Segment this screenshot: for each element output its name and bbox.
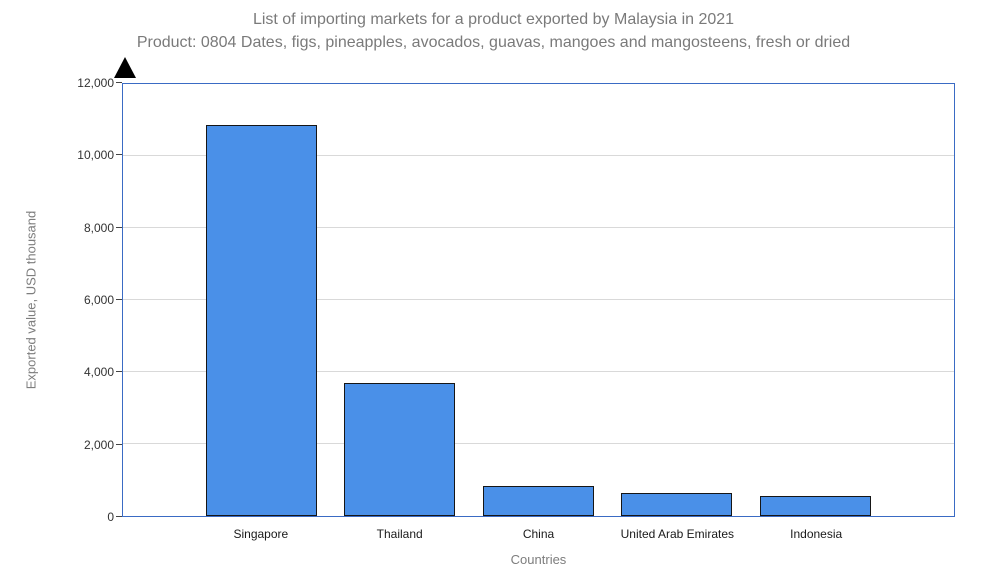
y-tick-mark [116,516,122,517]
x-tick-label: China [522,527,555,541]
gridline [123,371,954,373]
x-tick-label: Singapore [233,527,289,541]
bar-singapore [205,125,317,516]
bar-united-arab-emirates [621,492,733,516]
x-tick-label: United Arab Emirates [620,527,735,541]
gridline [123,227,954,229]
y-tick-mark [116,154,122,156]
y-tick-label: 10,000 [77,148,114,163]
y-tick-label: 4,000 [83,365,114,380]
y-axis-title: Exported value, USD thousand [23,210,39,390]
y-axis-arrow-icon [114,57,136,78]
y-tick-mark [116,371,122,373]
plot-area [122,83,955,517]
x-tick-label: Thailand [376,527,423,541]
y-tick-label: 12,000 [77,76,114,90]
y-tick-mark [116,299,122,300]
bar-thailand [344,382,456,516]
gridline [123,299,954,300]
bar-indonesia [760,495,871,516]
y-tick-label: 6,000 [83,293,114,307]
y-tick-mark [116,226,122,228]
chart-title: List of importing markets for a product … [252,11,735,28]
y-tick-labels: 0 2,000 4,000 6,000 8,000 10,000 12,000 [40,76,114,524]
y-tick-label: 8,000 [83,220,114,235]
gridline [123,443,954,445]
chart-subtitle: Product: 0804 Dates, figs, pineapples, a… [136,34,851,51]
x-tick-labels: Singapore Thailand China United Arab Emirat… [122,527,955,545]
y-tick-marks [116,82,122,517]
bars-layer [123,84,954,516]
x-tick-label: Indonesia [790,527,843,541]
gridlines-layer [123,84,954,516]
y-tick-mark [116,82,122,83]
y-tick-mark [116,443,122,445]
bar-china [483,485,594,516]
gridline [123,155,954,156]
y-tick-label: 2,000 [83,437,114,452]
x-axis-title: Countries [510,552,567,567]
y-tick-label: 0 [107,510,114,524]
